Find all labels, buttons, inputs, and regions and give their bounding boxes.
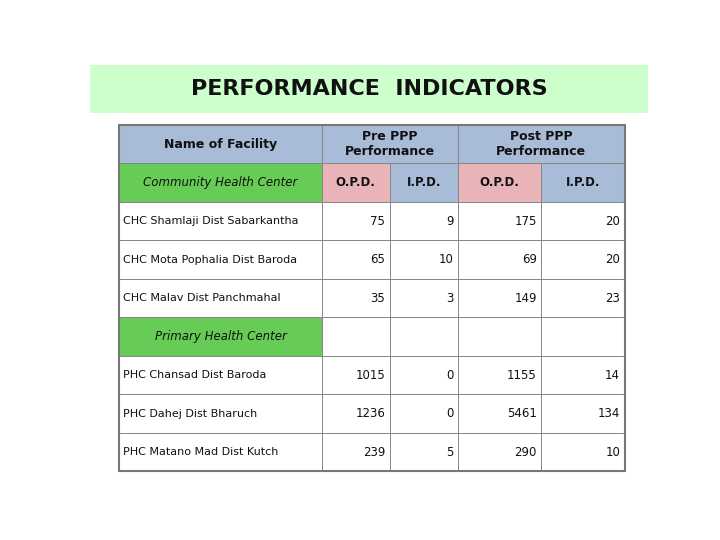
Text: I.P.D.: I.P.D. — [407, 176, 441, 189]
Bar — [541, 433, 625, 471]
Bar — [541, 394, 625, 433]
Text: 5461: 5461 — [507, 407, 536, 420]
Text: 239: 239 — [363, 446, 385, 458]
Bar — [120, 164, 322, 202]
Bar — [541, 240, 625, 279]
Bar — [458, 164, 541, 202]
Bar — [541, 279, 625, 318]
Bar — [458, 356, 541, 394]
Bar — [458, 240, 541, 279]
Text: CHC Mota Pophalia Dist Baroda: CHC Mota Pophalia Dist Baroda — [123, 255, 297, 265]
Text: 65: 65 — [370, 253, 385, 266]
Bar — [120, 125, 322, 164]
Bar — [458, 318, 541, 356]
Text: I.P.D.: I.P.D. — [566, 176, 600, 189]
Text: 14: 14 — [605, 369, 620, 382]
Bar — [390, 164, 458, 202]
Text: CHC Malav Dist Panchmahal: CHC Malav Dist Panchmahal — [123, 293, 281, 303]
Text: 9: 9 — [446, 214, 454, 228]
Bar — [322, 125, 458, 164]
Bar — [541, 202, 625, 240]
Bar — [322, 164, 390, 202]
Bar — [322, 202, 390, 240]
Text: O.P.D.: O.P.D. — [336, 176, 376, 189]
Text: 69: 69 — [522, 253, 536, 266]
Text: 1236: 1236 — [355, 407, 385, 420]
Bar — [390, 202, 458, 240]
Bar — [322, 279, 390, 318]
Text: 5: 5 — [446, 446, 454, 458]
Text: O.P.D.: O.P.D. — [480, 176, 520, 189]
Text: Post PPP
Performance: Post PPP Performance — [496, 130, 586, 158]
Bar — [120, 240, 322, 279]
Bar — [120, 433, 322, 471]
Bar — [120, 202, 322, 240]
Bar — [90, 65, 648, 112]
Bar — [458, 125, 625, 164]
Bar — [458, 433, 541, 471]
Text: PHC Matano Mad Dist Kutch: PHC Matano Mad Dist Kutch — [123, 447, 279, 457]
Text: PHC Chansad Dist Baroda: PHC Chansad Dist Baroda — [123, 370, 266, 380]
Text: 10: 10 — [438, 253, 454, 266]
Bar — [120, 394, 322, 433]
Text: 23: 23 — [606, 292, 620, 305]
Text: 20: 20 — [606, 253, 620, 266]
Bar — [390, 394, 458, 433]
Bar — [322, 433, 390, 471]
Text: 35: 35 — [370, 292, 385, 305]
Bar — [390, 433, 458, 471]
Bar — [120, 279, 322, 318]
Bar — [541, 356, 625, 394]
Text: Community Health Center: Community Health Center — [143, 176, 297, 189]
Bar — [390, 356, 458, 394]
Bar — [322, 318, 390, 356]
Text: 0: 0 — [446, 369, 454, 382]
Bar — [390, 240, 458, 279]
Text: 290: 290 — [514, 446, 536, 458]
Bar — [390, 318, 458, 356]
Text: 1015: 1015 — [356, 369, 385, 382]
Text: 1155: 1155 — [507, 369, 536, 382]
Bar — [120, 318, 322, 356]
Bar — [322, 240, 390, 279]
Text: 20: 20 — [606, 214, 620, 228]
Bar — [120, 125, 625, 471]
Bar — [458, 202, 541, 240]
Text: Name of Facility: Name of Facility — [164, 138, 277, 151]
Text: 175: 175 — [514, 214, 536, 228]
Bar — [541, 164, 625, 202]
Text: 75: 75 — [370, 214, 385, 228]
Text: 10: 10 — [606, 446, 620, 458]
Bar — [458, 394, 541, 433]
Text: Primary Health Center: Primary Health Center — [155, 330, 287, 343]
Text: PERFORMANCE  INDICATORS: PERFORMANCE INDICATORS — [191, 79, 547, 99]
Bar — [322, 356, 390, 394]
Text: PHC Dahej Dist Bharuch: PHC Dahej Dist Bharuch — [123, 409, 258, 419]
Bar — [120, 356, 322, 394]
Text: 0: 0 — [446, 407, 454, 420]
Text: 149: 149 — [514, 292, 536, 305]
Text: CHC Shamlaji Dist Sabarkantha: CHC Shamlaji Dist Sabarkantha — [123, 216, 299, 226]
Bar — [541, 318, 625, 356]
Text: 3: 3 — [446, 292, 454, 305]
Text: Pre PPP
Performance: Pre PPP Performance — [345, 130, 435, 158]
Bar — [390, 279, 458, 318]
Bar — [322, 394, 390, 433]
Text: 134: 134 — [598, 407, 620, 420]
Bar — [458, 279, 541, 318]
